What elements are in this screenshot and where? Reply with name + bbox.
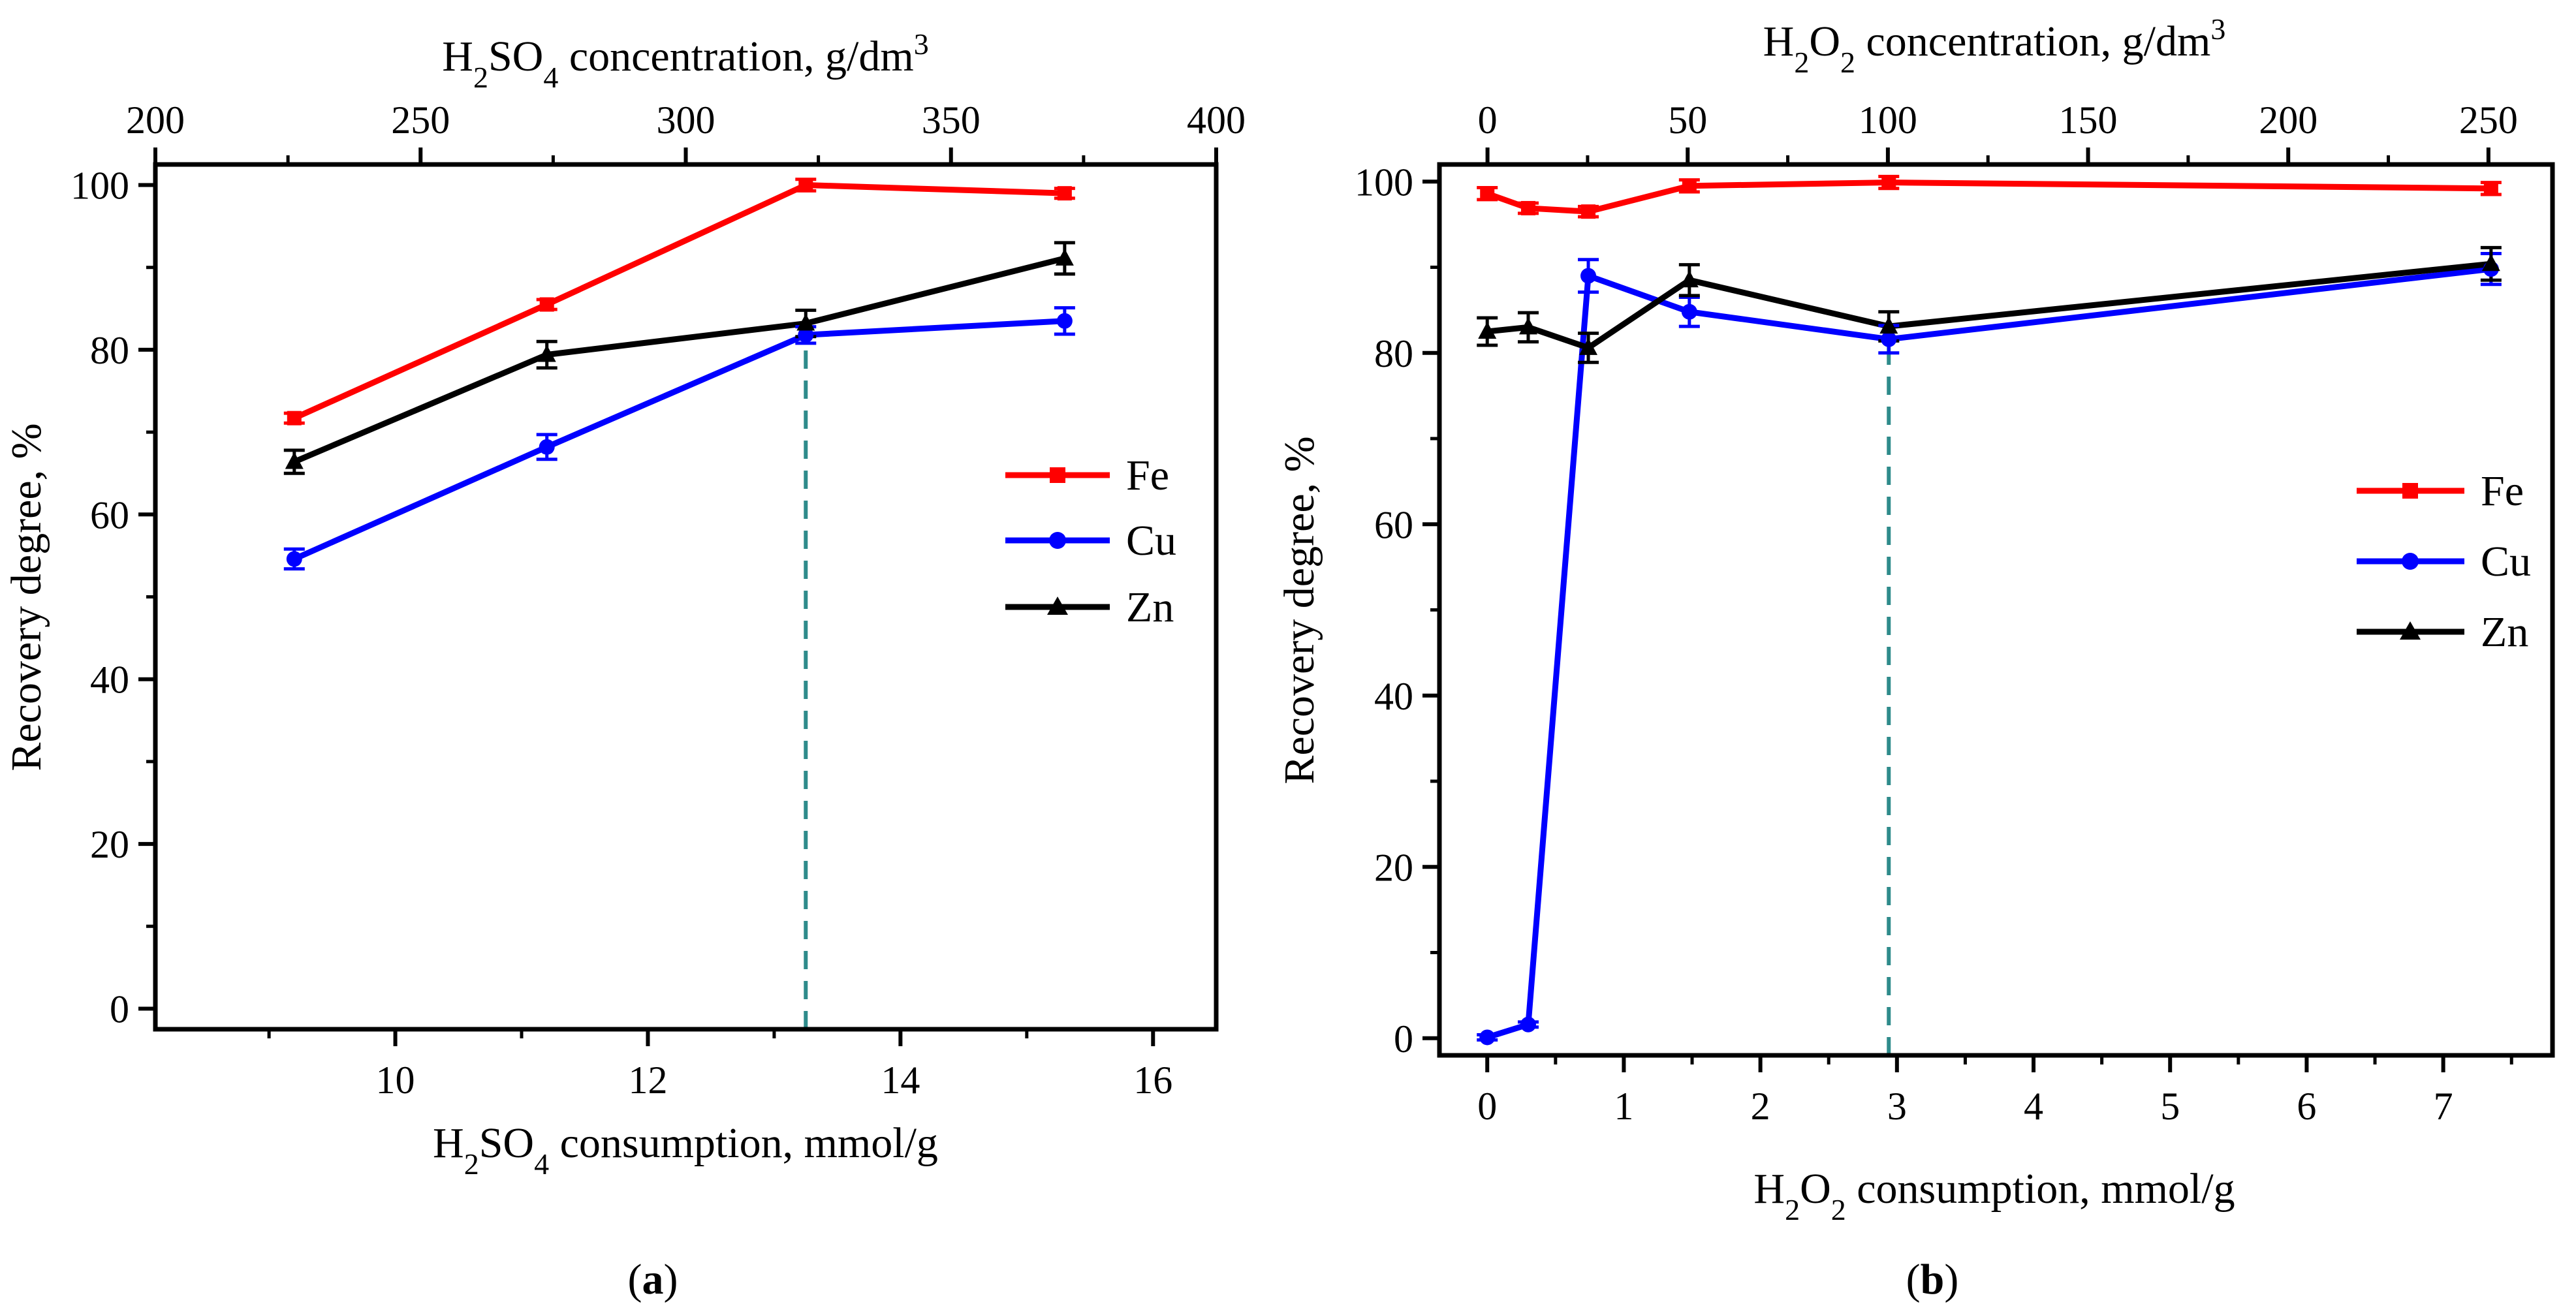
x-tick-label-bottom: 10 [376,1059,415,1102]
plot-frame [1437,162,2555,1058]
svg-text:Cu: Cu [1126,517,1176,565]
y-tick-label: 0 [110,987,129,1031]
svg-text:Fe: Fe [2481,467,2524,515]
legend-entry-cu: Cu [2357,538,2531,585]
x-tick-label-top: 100 [1859,99,1917,142]
svg-text:Zn: Zn [2481,608,2528,656]
legend-entry-cu: Cu [1005,517,1176,565]
series-line-cu [292,318,1065,562]
svg-text:Zn: Zn [1126,583,1174,631]
x-tick-label-bottom: 16 [1133,1059,1172,1102]
chart-panel-b: 0 1 2 3 4 5 6 7 0 50 100 150 200 250 0 20 40 60 80 100 H2O2… [1276,12,2555,1303]
x-tick-label-top: 200 [126,99,185,142]
data-point-fe [1682,178,1697,193]
y-tick-label: 80 [90,329,129,372]
x-tick-label-top: 200 [2259,99,2317,142]
y-tick-label: 0 [1394,1017,1413,1061]
legend: Fe Cu Zn [1005,452,1176,631]
plot-frame [153,162,1219,1032]
data-point-zn [1680,270,1699,288]
y-tick-label: 40 [90,659,129,702]
data-point-cu [1580,268,1597,284]
series-line-fe [292,182,1065,421]
svg-text:Fe: Fe [1126,452,1169,499]
series-line-zn [293,255,1065,465]
chart-panel-a: 10 12 14 16 200 250 300 350 400 0 20 40 60 80 100 H2SO… [3,27,1246,1304]
x-tick-label-top: 300 [657,99,715,142]
legend-entry-fe: Fe [1005,452,1169,499]
x-axis-title-bottom: H2O2 consumption, mmol/g [1753,1165,2235,1226]
x-axis-title-top: H2O2 concentration, g/dm3 [1763,12,2226,79]
data-point-cu [798,327,814,343]
y-tick-label: 100 [71,164,129,208]
x-tick-label-top: 150 [2059,99,2118,142]
y-tick-label: 60 [1374,503,1413,546]
y-tick-label: 40 [1374,675,1413,718]
x-tick-label-top: 400 [1187,99,1246,142]
data-point-cu [1479,1029,1496,1046]
series-line-zn [1486,260,2492,351]
y-tick-label: 60 [90,493,129,536]
x-tick-label-bottom: 7 [2434,1085,2453,1128]
x-tick-label-top: 50 [1668,99,1707,142]
data-point-fe [1881,175,1896,190]
x-tick-label-bottom: 0 [1477,1085,1497,1128]
y-tick-label: 20 [90,823,129,866]
svg-text:Cu: Cu [2481,538,2531,585]
y-axis-title: Recovery degree, % [1276,436,1323,784]
data-point-zn [537,345,556,362]
x-tick-label-top: 0 [1478,99,1498,142]
data-point-zn [1879,317,1898,334]
data-point-cu [1056,313,1073,329]
y-axis-title: Recovery degree, % [3,423,50,771]
x-tick-label-top: 350 [922,99,981,142]
panel-label-a: (a) [628,1256,678,1303]
data-point-zn [1055,248,1074,266]
data-point-fe [1057,186,1072,201]
data-point-cu [1881,331,1897,347]
series-line-cu [1486,266,2492,1040]
x-tick-label-bottom: 5 [2160,1085,2180,1128]
x-axis-title-top: H2SO4 concentration, g/dm3 [442,27,928,94]
data-point-cu [286,551,302,567]
data-point-cu [539,439,555,455]
data-point-fe [1581,204,1596,219]
y-tick-label: 20 [1374,846,1413,889]
x-tick-label-top: 250 [391,99,450,142]
x-axis-title-bottom: H2SO4 consumption, mmol/g [433,1119,938,1181]
data-point-fe [2483,181,2498,196]
x-tick-label-bottom: 3 [1887,1085,1907,1128]
data-point-fe [1520,200,1535,215]
series-line-fe [1486,179,2491,215]
legend-entry-zn: Zn [1005,583,1174,631]
legend-entry-fe: Fe [2357,467,2524,515]
x-tick-label-bottom: 6 [2297,1085,2316,1128]
x-tick-label-bottom: 14 [881,1059,920,1102]
y-tick-label: 100 [1355,161,1413,204]
data-point-zn [285,452,304,469]
data-point-cu [1520,1016,1536,1032]
x-tick-label-bottom: 1 [1614,1085,1633,1128]
data-point-zn [796,313,815,331]
legend-entry-zn: Zn [2357,608,2528,656]
data-point-fe [539,297,554,312]
data-point-fe [1480,186,1495,201]
data-point-zn [1478,321,1497,339]
x-tick-label-top: 250 [2459,99,2518,142]
y-tick-label: 80 [1374,332,1413,375]
data-point-zn [1579,337,1598,355]
x-tick-label-bottom: 2 [1751,1085,1770,1128]
panel-label-b: (b) [1906,1256,1959,1303]
data-point-cu [1681,303,1697,320]
data-point-fe [287,411,302,426]
legend: Fe Cu Zn [2357,467,2531,656]
data-point-zn [2481,254,2500,272]
data-point-zn [1518,317,1537,335]
x-tick-label-bottom: 4 [2024,1085,2043,1128]
data-point-fe [798,178,813,193]
x-tick-label-bottom: 12 [628,1059,667,1102]
